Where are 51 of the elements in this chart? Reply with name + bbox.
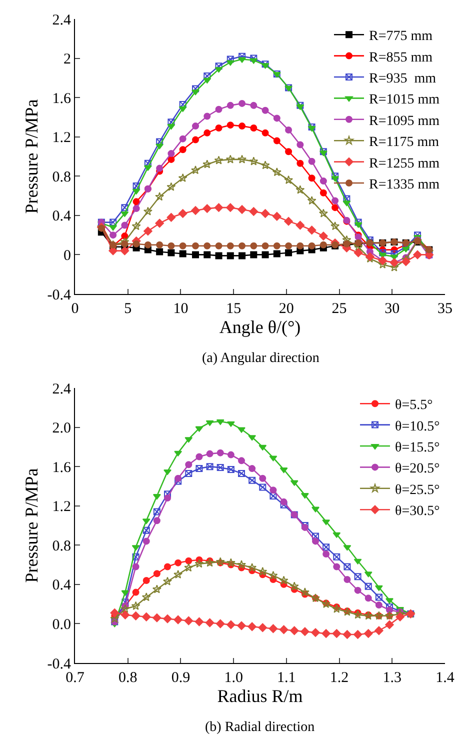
legend-label: R=775 mm bbox=[369, 29, 433, 44]
legend-label: θ=10.5° bbox=[395, 419, 440, 434]
text: (a) Angular direction bbox=[202, 351, 320, 366]
y-tick-label: 0.8 bbox=[52, 538, 71, 554]
y-tick-label: 0.8 bbox=[52, 169, 71, 186]
legend-label: θ=30.5° bbox=[395, 504, 440, 520]
y-tick-label: 0.4 bbox=[52, 578, 72, 594]
y-axis-title: Pressure P/MPa bbox=[21, 99, 42, 214]
legend-label: R=1335 mm bbox=[369, 177, 440, 192]
legend-label: R=935 mm bbox=[369, 71, 436, 86]
x-tick-label: 0.9 bbox=[171, 670, 190, 686]
legend-label: θ=20.5° bbox=[395, 462, 440, 477]
legend-label: R=855 mm bbox=[369, 50, 433, 66]
legend-label: R=1175 mm bbox=[369, 135, 440, 150]
legend-label: θ=15.5° bbox=[395, 440, 440, 456]
legend-label: R=1255 mm bbox=[369, 156, 440, 172]
y-tick-label: 2.4 bbox=[52, 12, 72, 28]
x-tick-label: 30 bbox=[384, 301, 400, 317]
y-tick-label: 1.2 bbox=[52, 499, 71, 516]
y-tick-label: 2 bbox=[64, 52, 71, 68]
y-axis-title: Pressure P/MPa bbox=[21, 468, 42, 583]
x-tick-label: 35 bbox=[438, 301, 452, 317]
x-tick-label: 10 bbox=[173, 301, 188, 317]
x-tick-label: 0.7 bbox=[66, 670, 85, 686]
legend-label: R=1015 mm bbox=[369, 92, 440, 108]
legend-label: θ=5.5° bbox=[395, 398, 433, 414]
x-tick-label: 25 bbox=[332, 301, 347, 317]
x-tick-label: 20 bbox=[278, 301, 294, 317]
text: (b) Radial direction bbox=[205, 720, 315, 735]
y-tick-label: 0.4 bbox=[52, 208, 72, 225]
legend-label: R=1095 mm bbox=[369, 114, 440, 129]
x-tick-label: 1.3 bbox=[382, 670, 402, 686]
y-tick-label: 2.0 bbox=[52, 420, 71, 437]
x-tick-label: 1.0 bbox=[224, 670, 243, 686]
y-tick-label: 0 bbox=[64, 248, 71, 264]
legend-label: θ=25.5° bbox=[395, 482, 440, 498]
x-tick-label: 1.1 bbox=[277, 670, 296, 686]
y-tick-label: 0.0 bbox=[52, 616, 71, 633]
y-tick-label: 2.4 bbox=[52, 381, 72, 398]
y-tick-label: 1.6 bbox=[52, 90, 72, 107]
y-tick-label: 1.6 bbox=[52, 460, 72, 476]
x-tick-label: 1.4 bbox=[436, 670, 455, 686]
y-tick-label: 1.2 bbox=[52, 130, 71, 146]
x-tick-label: 1.2 bbox=[330, 670, 349, 686]
x-tick-label: 15 bbox=[226, 301, 242, 317]
x-tick-label: 0.8 bbox=[118, 670, 138, 686]
y-tick-label: -0.4 bbox=[47, 287, 72, 304]
x-axis-title: Radius R/m bbox=[217, 686, 303, 706]
x-tick-label: 5 bbox=[124, 301, 132, 317]
y-tick-label: -0.4 bbox=[47, 656, 72, 672]
x-axis-title: Angle θ/(°) bbox=[219, 317, 301, 338]
